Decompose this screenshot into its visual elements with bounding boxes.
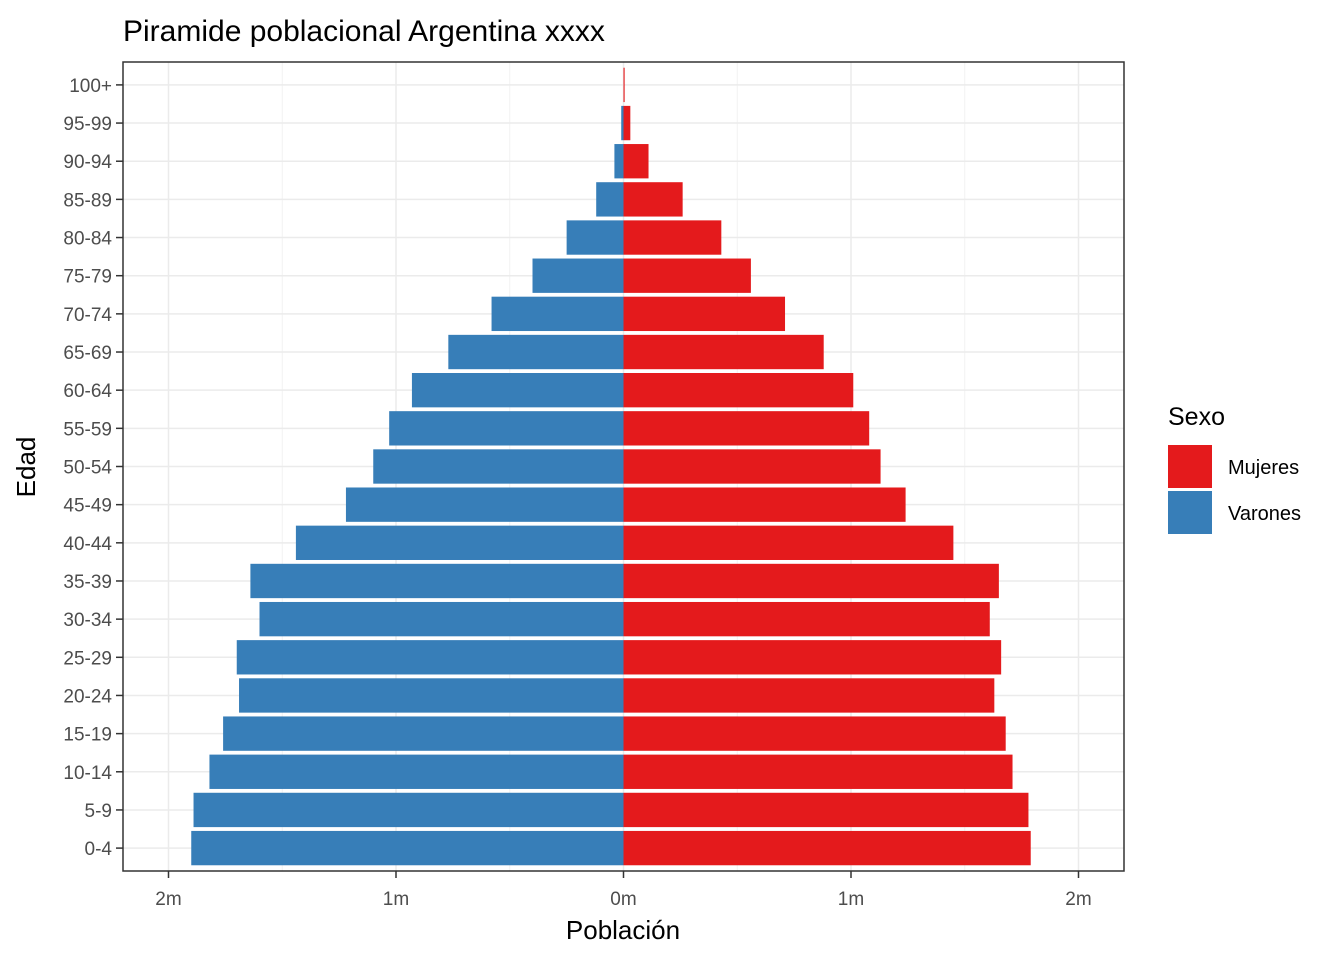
- bar-varones-30-34: [259, 601, 624, 637]
- chart-title: Piramide poblacional Argentina xxxx: [123, 15, 605, 48]
- bar-mujeres-50-54: [623, 449, 881, 484]
- y-tick-label: 0-4: [85, 839, 113, 860]
- y-axis-title: Edad: [11, 437, 41, 498]
- legend-key-varones: [1168, 491, 1212, 534]
- legend-label-mujeres: Mujeres: [1228, 457, 1299, 479]
- x-tick-label: 1m: [838, 889, 864, 910]
- y-tick-label: 35-39: [63, 572, 112, 593]
- y-tick-label: 55-59: [63, 419, 112, 440]
- bar-varones-35-39: [250, 563, 624, 599]
- y-tick-label: 95-99: [63, 114, 112, 135]
- y-tick-label: 40-44: [63, 534, 112, 555]
- bar-mujeres-40-44: [623, 525, 954, 560]
- y-tick-label: 30-34: [63, 610, 112, 631]
- bar-mujeres-45-49: [623, 487, 906, 522]
- legend: Sexo Mujeres Varones: [1168, 403, 1301, 534]
- legend-key-mujeres: [1168, 445, 1212, 488]
- legend-label-varones: Varones: [1228, 503, 1301, 525]
- bar-varones-95-99: [621, 105, 624, 141]
- bar-varones-0-4: [191, 830, 624, 866]
- bar-varones-50-54: [373, 449, 624, 484]
- x-tick-label: 2m: [155, 889, 181, 910]
- bar-mujeres-0-4: [623, 830, 1031, 866]
- bar-varones-70-74: [491, 296, 624, 332]
- bar-mujeres-75-79: [623, 258, 751, 293]
- bar-mujeres-15-19: [623, 716, 1006, 751]
- bar-mujeres-25-29: [623, 640, 1002, 675]
- y-tick-label: 100+: [69, 76, 112, 97]
- bar-varones-55-59: [389, 411, 624, 446]
- y-tick-label: 15-19: [63, 725, 112, 746]
- y-tick-label: 20-24: [63, 686, 112, 707]
- y-tick-label: 5-9: [85, 801, 112, 822]
- bar-varones-20-24: [239, 678, 624, 713]
- bar-mujeres-100+: [623, 67, 625, 103]
- bar-mujeres-90-94: [623, 144, 649, 179]
- bar-varones-85-89: [596, 182, 624, 217]
- x-tick-label: 2m: [1065, 889, 1091, 910]
- y-tick-label: 70-74: [63, 305, 112, 326]
- bars: [191, 67, 1031, 866]
- bar-mujeres-10-14: [623, 754, 1013, 789]
- y-tick-label: 50-54: [63, 458, 112, 479]
- bar-varones-5-9: [193, 792, 624, 828]
- y-tick-label: 90-94: [63, 152, 112, 173]
- bar-varones-75-79: [532, 258, 624, 293]
- bar-mujeres-30-34: [623, 601, 990, 637]
- bar-mujeres-65-69: [623, 334, 824, 370]
- bar-varones-65-69: [448, 334, 624, 370]
- legend-title: Sexo: [1168, 403, 1225, 431]
- y-tick-label: 10-14: [63, 763, 112, 784]
- x-axis-title: Población: [566, 915, 680, 945]
- y-tick-label: 85-89: [63, 190, 112, 211]
- y-tick-label: 75-79: [63, 267, 112, 288]
- x-tick-label: 0m: [610, 889, 636, 910]
- y-tick-label: 45-49: [63, 496, 112, 517]
- x-tick-label: 1m: [383, 889, 409, 910]
- bar-varones-60-64: [411, 373, 624, 408]
- y-tick-label: 80-84: [63, 229, 112, 250]
- x-axis: 2m 1m 0m 1m 2m: [155, 871, 1092, 910]
- bar-mujeres-20-24: [623, 678, 995, 713]
- bar-varones-25-29: [236, 640, 624, 675]
- bar-varones-15-19: [223, 716, 624, 751]
- y-axis: 0-4 5-9 10-14 15-19 20-24 25-29 30-34 35-39 40-4…: [63, 76, 123, 860]
- bar-mujeres-85-89: [623, 182, 683, 217]
- bar-varones-10-14: [209, 754, 624, 789]
- bar-mujeres-35-39: [623, 563, 999, 599]
- bar-mujeres-5-9: [623, 792, 1029, 828]
- bar-varones-40-44: [295, 525, 624, 560]
- y-tick-label: 25-29: [63, 648, 112, 669]
- bar-mujeres-70-74: [623, 296, 786, 332]
- bar-mujeres-95-99: [623, 105, 631, 141]
- bar-varones-80-84: [566, 220, 624, 255]
- bar-mujeres-80-84: [623, 220, 722, 255]
- bar-varones-45-49: [345, 487, 624, 522]
- bar-mujeres-60-64: [623, 373, 854, 408]
- y-tick-label: 60-64: [63, 381, 112, 402]
- bar-mujeres-55-59: [623, 411, 870, 446]
- y-tick-label: 65-69: [63, 343, 112, 364]
- bar-varones-90-94: [614, 144, 624, 179]
